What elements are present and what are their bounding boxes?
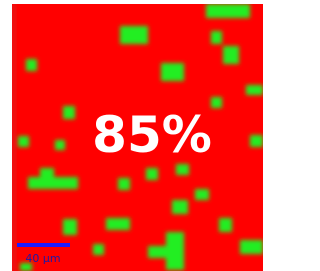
green-region [18, 136, 29, 147]
scale-bar [17, 243, 70, 247]
green-region [93, 244, 104, 255]
green-region [146, 168, 158, 180]
green-region [176, 164, 189, 175]
green-region [240, 240, 263, 254]
scale-bar-label: 40 μm [25, 252, 60, 265]
green-region [148, 246, 170, 258]
green-region [55, 140, 65, 150]
green-region [63, 106, 75, 119]
green-region [195, 189, 209, 200]
green-region [118, 178, 130, 190]
green-region [211, 97, 222, 108]
green-region [206, 4, 250, 18]
micrograph: 85% 40 μm [0, 0, 263, 271]
green-region [211, 31, 222, 44]
green-region [161, 63, 184, 81]
green-region [223, 46, 239, 64]
green-region [246, 85, 263, 95]
edge-shade [12, 4, 16, 271]
green-region [40, 168, 54, 178]
green-region [63, 219, 77, 235]
green-region [26, 59, 37, 71]
green-region [120, 26, 148, 44]
green-region [219, 218, 232, 232]
green-region [28, 177, 78, 189]
green-region [106, 218, 130, 230]
green-region [250, 135, 263, 147]
overlay-label: 85% [92, 106, 212, 164]
green-region [172, 200, 188, 214]
